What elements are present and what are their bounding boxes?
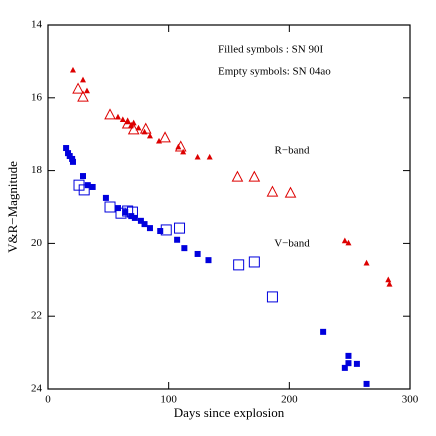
point [119,116,126,123]
y-tick-label: 20 [31,237,43,249]
point [206,153,213,160]
x-axis-label: Days since explosion [174,405,285,420]
point [363,380,370,387]
point [266,185,279,197]
point [114,113,121,120]
point [141,221,148,228]
point [121,117,134,129]
point [181,245,188,252]
plot-frame [47,24,411,390]
point [83,87,90,94]
point [363,259,370,266]
y-tick-label: 22 [31,310,42,322]
point [146,132,153,139]
point [284,186,297,198]
point [174,222,186,234]
point [157,228,164,235]
point [78,184,90,196]
point [139,122,152,134]
point [124,118,131,125]
y-axis-label: V&R−Magnitude [5,161,20,253]
x-tick-label: 300 [402,394,419,406]
point [72,82,84,94]
annotation: Filled symbols : SN 90I [218,44,323,56]
annotation: Empty symbols: SN 04ao [218,66,331,78]
y-tick-label: 16 [31,91,43,103]
point [386,280,393,287]
point [248,256,260,268]
x-tick-label: 0 [45,394,51,406]
point [89,183,96,190]
point [266,291,278,303]
point [159,131,171,143]
point [231,170,244,182]
point [345,360,352,367]
annotation: R−band [275,145,310,157]
point [69,66,76,73]
point [131,214,138,221]
point [146,225,153,232]
x-tick-label: 200 [281,394,298,406]
point [345,239,352,246]
point [102,194,109,201]
point [127,123,140,135]
point [194,250,201,257]
point [77,90,89,102]
x-tick-label: 100 [160,394,177,406]
point [385,276,392,283]
point [194,153,201,160]
y-tick-label: 14 [31,19,43,31]
point [160,224,172,236]
point [233,259,245,271]
point [130,119,137,126]
point [122,209,129,216]
point [126,206,138,218]
y-tick-label: 18 [31,164,43,176]
point [137,217,144,224]
annotation: V−band [274,238,310,250]
point [79,173,86,180]
y-tick-label: 24 [31,383,43,395]
point [104,201,116,213]
point [69,158,76,165]
point [174,236,181,243]
point [174,140,187,152]
point [104,108,116,120]
point [345,352,352,359]
point [180,148,187,155]
point [248,170,261,182]
point [341,237,348,244]
point [320,328,327,335]
point [353,360,360,367]
point [205,257,212,264]
point [341,364,348,371]
point [115,207,127,219]
point [135,124,142,131]
point [79,76,86,83]
point [63,145,70,152]
